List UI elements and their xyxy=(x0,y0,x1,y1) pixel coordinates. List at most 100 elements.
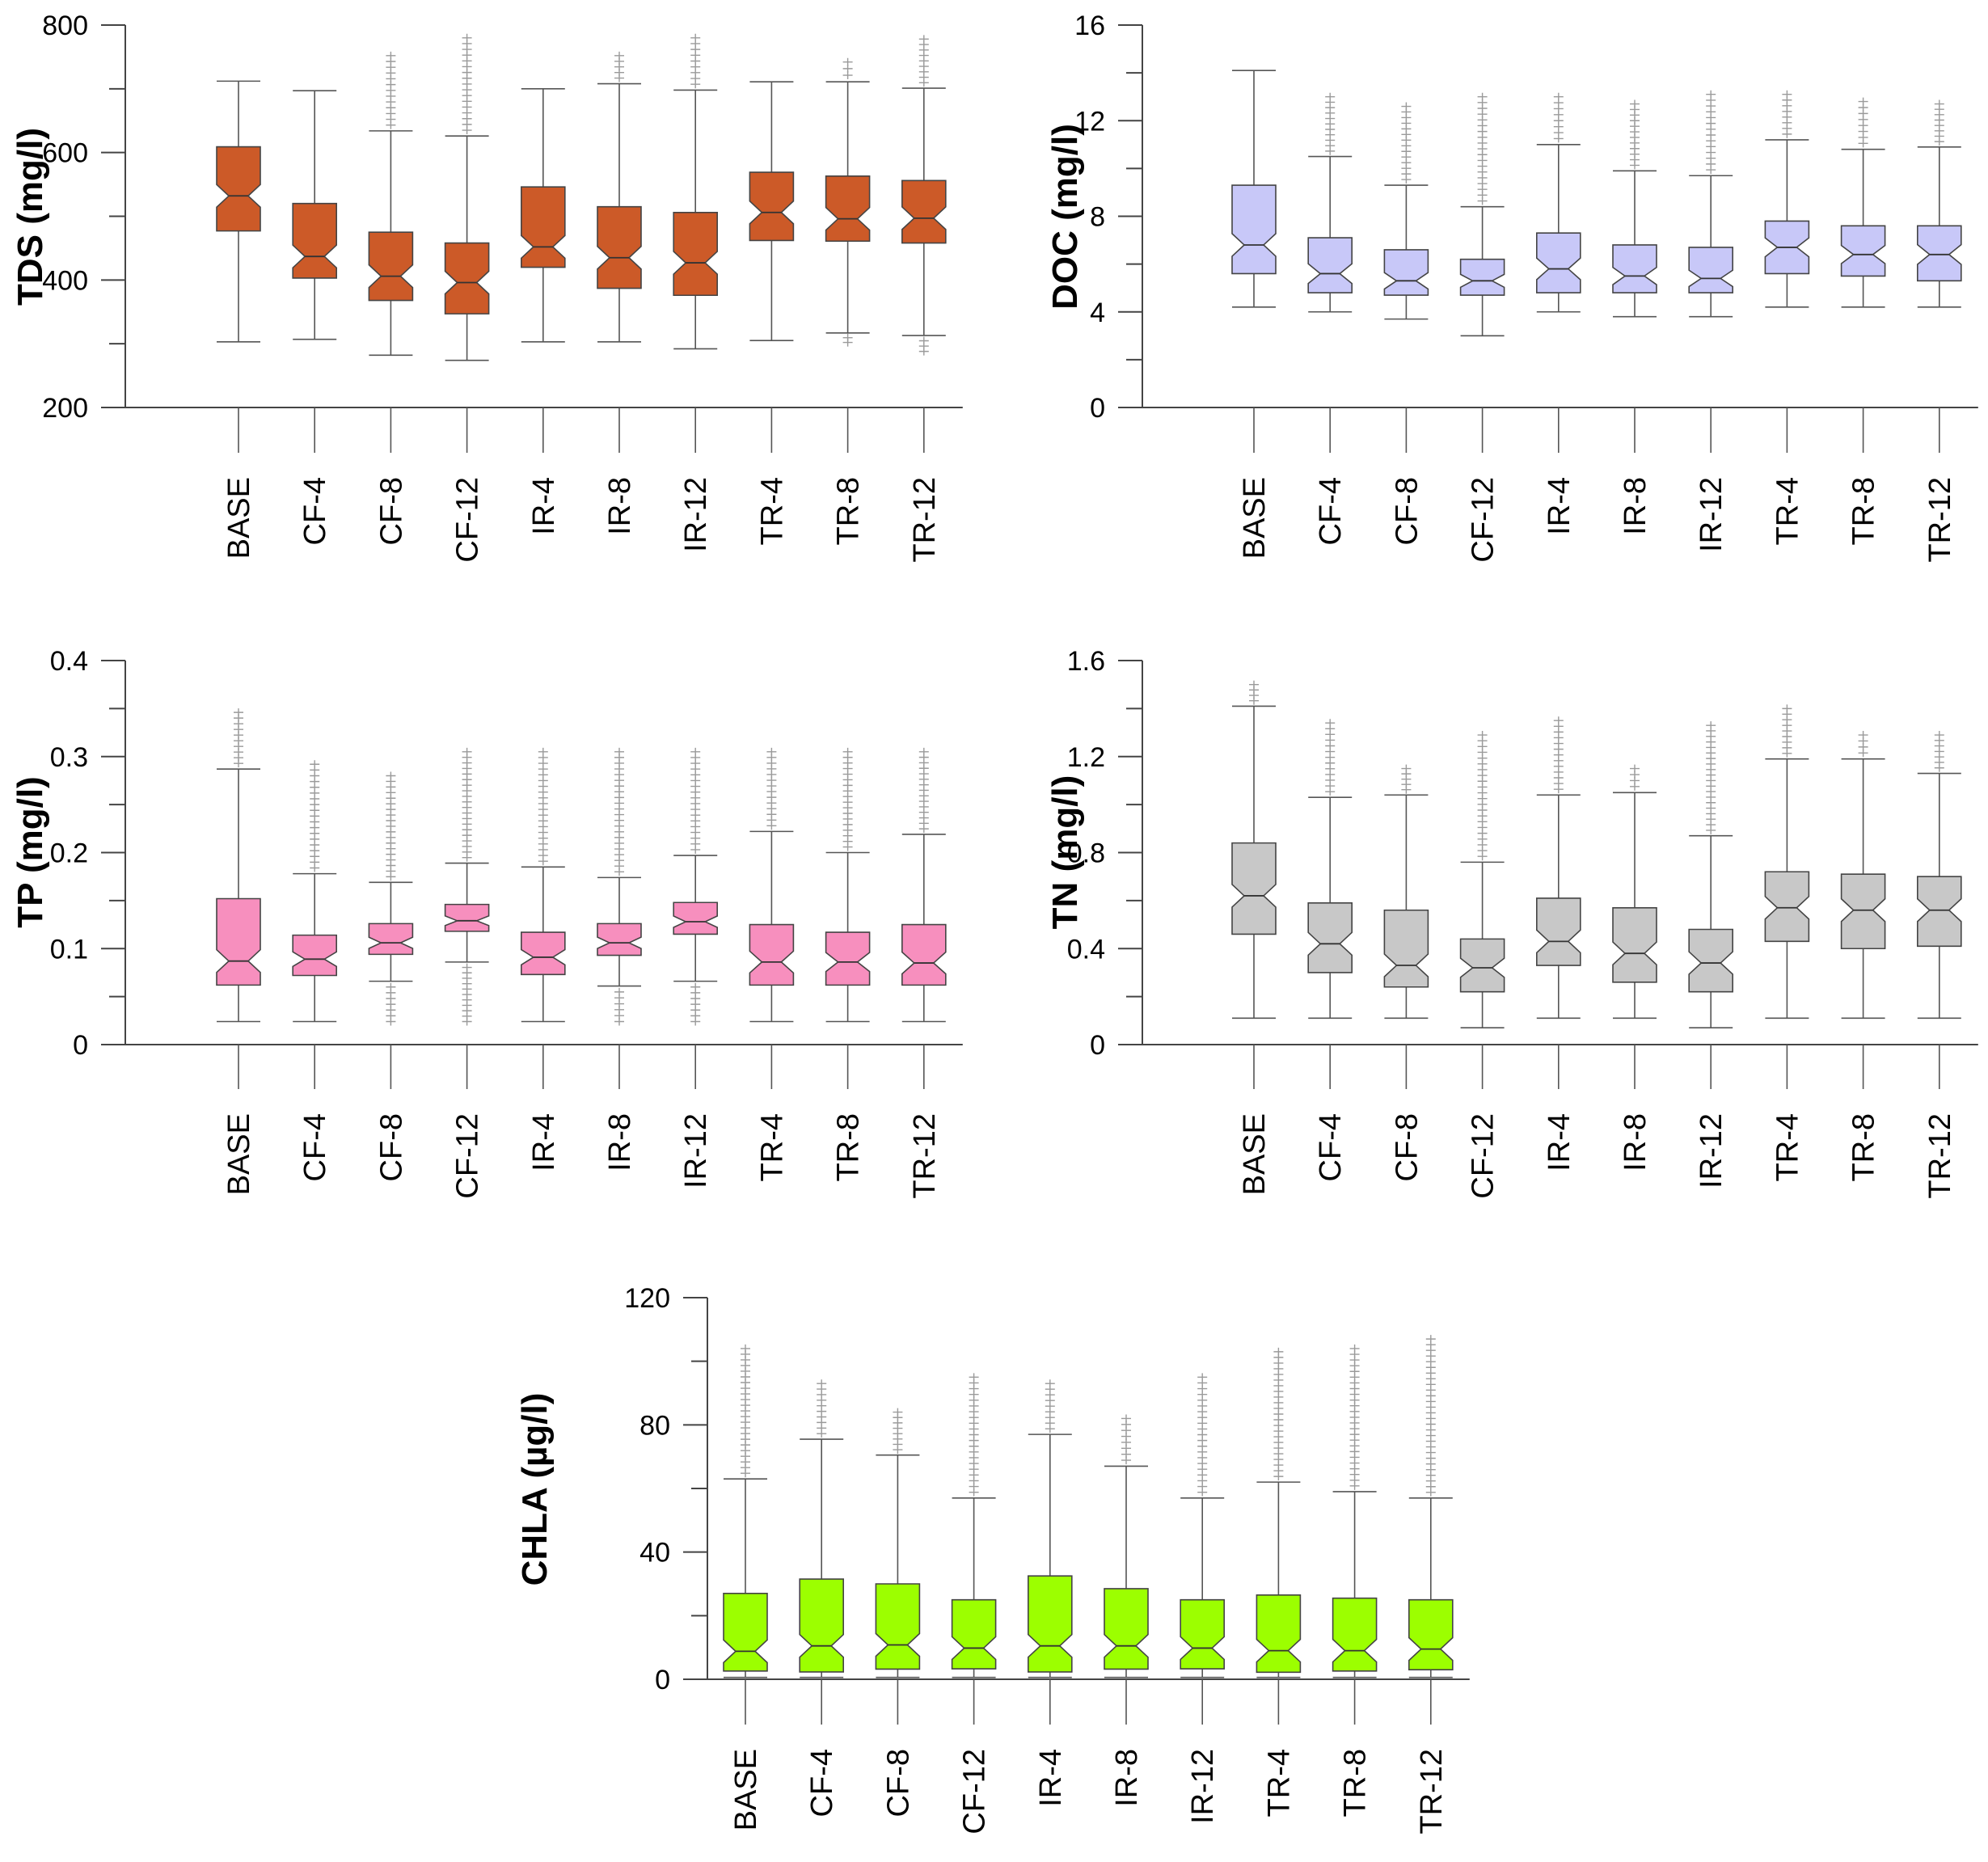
y-tick-label: 600 xyxy=(42,138,88,169)
box-body xyxy=(368,231,414,302)
category-label: CF-4 xyxy=(1314,1113,1348,1181)
outlier-mark xyxy=(1325,719,1336,728)
outlier-mark xyxy=(817,1379,827,1388)
chart-panel: 0 0.4 0.8 1.2 1.6 TN (mg/l) BASE CF-4 CF-8 CF-12 I… xyxy=(1045,646,1978,1199)
box-tr-8: TR-8 xyxy=(825,747,871,1181)
y-tick-label: 8 xyxy=(1090,202,1105,233)
box-body xyxy=(1104,1588,1149,1670)
box-ir-4: IR-4 xyxy=(521,88,566,535)
box-body xyxy=(1028,1575,1073,1673)
outlier-mark xyxy=(386,771,396,780)
category-label: TR-4 xyxy=(1771,477,1804,545)
outlier-mark xyxy=(1249,680,1259,689)
y-tick-label: 0 xyxy=(655,1665,670,1695)
category-label: BASE xyxy=(729,1749,763,1830)
outlier-mark xyxy=(1121,1414,1131,1423)
category-label: IR-12 xyxy=(679,1113,713,1189)
outlier-mark xyxy=(1706,90,1716,99)
box-cf-8: CF-8 xyxy=(368,771,414,1181)
y-tick-label: 0.3 xyxy=(50,742,88,773)
box-body xyxy=(292,202,337,279)
outlier-mark xyxy=(1349,1344,1360,1353)
box-cf-12: CF-12 xyxy=(444,747,490,1199)
box-body xyxy=(1307,237,1353,293)
box-body xyxy=(1231,184,1277,275)
outlier-mark xyxy=(1858,97,1868,106)
box-body xyxy=(521,931,566,976)
y-tick-label: 120 xyxy=(624,1283,670,1314)
box-ir-12: IR-12 xyxy=(1688,90,1733,552)
y-tick-label: 200 xyxy=(42,393,88,424)
chart-panel: 0 4 8 12 16 DOC (mg/l) BASE CF-4 CF-8 CF-12 IR-4 IR… xyxy=(1045,11,1978,563)
outlier-mark xyxy=(1934,99,1944,108)
category-label: IR-4 xyxy=(1543,477,1576,535)
outlier-mark xyxy=(386,51,396,60)
box-body xyxy=(1764,871,1810,943)
box-tr-12: TR-12 xyxy=(1917,99,1962,563)
box-tr-12: TR-12 xyxy=(901,747,947,1199)
box-body xyxy=(368,923,414,956)
outlier-mark xyxy=(918,35,929,44)
category-label: IR-8 xyxy=(1619,477,1652,535)
box-body xyxy=(901,179,947,244)
box-cf-8: CF-8 xyxy=(1383,102,1429,545)
category-label: TR-8 xyxy=(832,1113,866,1181)
category-label: CF-12 xyxy=(958,1749,992,1835)
category-label: BASE xyxy=(1238,1113,1272,1195)
category-label: CF-8 xyxy=(374,477,408,545)
box-ir-12: IR-12 xyxy=(673,747,718,1189)
outlier-mark xyxy=(614,51,624,60)
box-base: BASE xyxy=(216,80,261,559)
outlier-mark xyxy=(538,747,548,756)
box-tr-12: TR-12 xyxy=(901,35,947,563)
y-tick-label: 0 xyxy=(73,1030,88,1061)
category-label: IR-8 xyxy=(1110,1749,1144,1807)
category-label: CF-8 xyxy=(374,1113,408,1181)
y-tick-label: 4 xyxy=(1090,298,1105,328)
category-label: IR-12 xyxy=(1186,1749,1220,1824)
box-base: BASE xyxy=(1231,70,1277,559)
box-tr-4: TR-4 xyxy=(1764,704,1810,1181)
outlier-mark xyxy=(1477,731,1488,740)
y-tick-label: 0 xyxy=(1090,1030,1105,1061)
outlier-mark xyxy=(614,747,624,756)
category-label: CF-8 xyxy=(1390,1113,1424,1181)
box-base: BASE xyxy=(216,708,261,1195)
outlier-mark xyxy=(1858,731,1868,740)
box-body xyxy=(825,175,871,243)
box-ir-8: IR-8 xyxy=(597,747,642,1172)
chart-panel: 0 40 80 120 CHLA (µg/l) BASE CF-4 CF-8 CF-12 IR-4… xyxy=(515,1283,1470,1835)
category-label: CF-12 xyxy=(1467,477,1500,563)
outlier-mark xyxy=(462,747,472,756)
box-base: BASE xyxy=(1231,680,1277,1195)
outlier-mark xyxy=(1630,99,1640,108)
category-label: CF-4 xyxy=(298,477,332,545)
y-tick-label: 0.4 xyxy=(1067,934,1105,965)
outlier-mark xyxy=(1934,731,1944,740)
outlier-mark xyxy=(766,747,777,756)
box-cf-8: CF-8 xyxy=(875,1408,921,1817)
y-tick-label: 80 xyxy=(639,1410,670,1441)
box-ir-8: IR-8 xyxy=(1612,764,1657,1172)
box-cf-12: CF-12 xyxy=(444,33,490,563)
box-body xyxy=(1612,906,1657,983)
category-label: TR-12 xyxy=(908,477,942,563)
box-ir-4: IR-4 xyxy=(521,747,566,1172)
box-tr-4: TR-4 xyxy=(749,81,795,545)
outlier-mark xyxy=(1553,92,1564,101)
outlier-mark xyxy=(310,760,320,769)
category-label: TR-4 xyxy=(755,1113,789,1181)
box-body xyxy=(597,205,642,289)
box-body xyxy=(216,897,261,986)
box-body xyxy=(444,242,490,315)
outlier-mark xyxy=(1325,92,1336,101)
box-body xyxy=(749,923,795,986)
category-label: IR-8 xyxy=(603,477,637,535)
outlier-mark xyxy=(842,747,853,756)
outlier-mark xyxy=(918,747,929,756)
box-body xyxy=(216,146,261,232)
box-cf-12: CF-12 xyxy=(1459,92,1505,563)
y-tick-label: 40 xyxy=(639,1538,670,1569)
box-body xyxy=(1307,902,1353,973)
